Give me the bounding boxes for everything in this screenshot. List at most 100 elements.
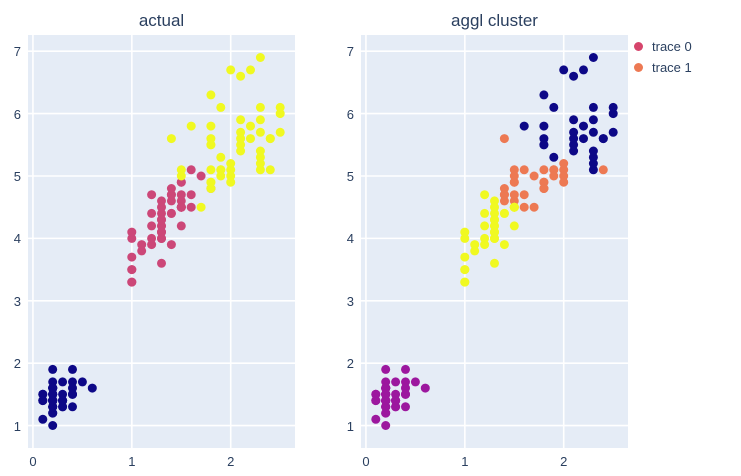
scatter-point[interactable] bbox=[216, 152, 226, 162]
scatter-point[interactable] bbox=[255, 102, 265, 112]
scatter-point[interactable] bbox=[391, 389, 401, 399]
scatter-point[interactable] bbox=[559, 65, 569, 75]
scatter-point[interactable] bbox=[186, 121, 196, 131]
scatter-point[interactable] bbox=[539, 90, 549, 100]
scatter-point[interactable] bbox=[246, 134, 255, 144]
scatter-point[interactable] bbox=[206, 177, 216, 187]
scatter-point[interactable] bbox=[236, 134, 246, 144]
scatter-point[interactable] bbox=[147, 190, 157, 200]
scatter-point[interactable] bbox=[206, 165, 216, 175]
scatter-point[interactable] bbox=[499, 196, 509, 206]
scatter-point[interactable] bbox=[579, 121, 588, 131]
scatter-point[interactable] bbox=[420, 383, 430, 393]
scatter-point[interactable] bbox=[216, 165, 226, 175]
scatter-point[interactable] bbox=[255, 165, 265, 175]
scatter-point[interactable] bbox=[166, 240, 176, 250]
scatter-point[interactable] bbox=[77, 377, 87, 387]
scatter-point[interactable] bbox=[48, 408, 58, 418]
scatter-point[interactable] bbox=[226, 159, 236, 168]
scatter-point[interactable] bbox=[226, 171, 236, 181]
scatter-point[interactable] bbox=[166, 196, 176, 206]
scatter-point[interactable] bbox=[157, 202, 166, 212]
scatter-point[interactable] bbox=[255, 159, 265, 168]
scatter-point[interactable] bbox=[255, 152, 265, 162]
scatter-point[interactable] bbox=[509, 221, 519, 231]
scatter-point[interactable] bbox=[176, 171, 186, 181]
scatter-point[interactable] bbox=[549, 102, 559, 112]
scatter-point[interactable] bbox=[588, 152, 598, 162]
scatter-point[interactable] bbox=[490, 258, 499, 268]
scatter-point[interactable] bbox=[127, 265, 137, 275]
scatter-point[interactable] bbox=[48, 396, 58, 406]
scatter-point[interactable] bbox=[381, 396, 391, 406]
scatter-point[interactable] bbox=[206, 140, 216, 150]
scatter-point[interactable] bbox=[529, 171, 539, 181]
scatter-point[interactable] bbox=[206, 184, 216, 193]
scatter-point[interactable] bbox=[381, 377, 391, 387]
scatter-point[interactable] bbox=[236, 115, 246, 125]
scatter-point[interactable] bbox=[470, 246, 480, 256]
scatter-point[interactable] bbox=[539, 134, 549, 144]
scatter-point[interactable] bbox=[127, 277, 137, 287]
scatter-point[interactable] bbox=[559, 165, 569, 175]
scatter-point[interactable] bbox=[480, 190, 490, 200]
scatter-point[interactable] bbox=[509, 177, 519, 187]
scatter-point[interactable] bbox=[275, 102, 285, 112]
scatter-point[interactable] bbox=[87, 383, 97, 393]
scatter-point[interactable] bbox=[255, 115, 265, 125]
scatter-point[interactable] bbox=[176, 165, 186, 175]
scatter-point[interactable] bbox=[206, 90, 216, 100]
scatter-point[interactable] bbox=[216, 171, 226, 181]
scatter-point[interactable] bbox=[460, 265, 470, 275]
scatter-point[interactable] bbox=[137, 240, 147, 250]
scatter-point[interactable] bbox=[460, 233, 470, 243]
scatter-point[interactable] bbox=[480, 233, 490, 243]
scatter-point[interactable] bbox=[147, 240, 157, 250]
scatter-point[interactable] bbox=[381, 408, 391, 418]
scatter-point[interactable] bbox=[588, 146, 598, 156]
scatter-point[interactable] bbox=[490, 227, 499, 237]
scatter-point[interactable] bbox=[579, 65, 588, 75]
scatter-point[interactable] bbox=[470, 240, 480, 250]
scatter-point[interactable] bbox=[226, 177, 236, 187]
scatter-point[interactable] bbox=[68, 389, 77, 399]
scatter-point[interactable] bbox=[499, 184, 509, 193]
scatter-point[interactable] bbox=[391, 396, 401, 406]
scatter-point[interactable] bbox=[127, 233, 137, 243]
scatter-point[interactable] bbox=[166, 190, 176, 200]
scatter-point[interactable] bbox=[58, 396, 68, 406]
scatter-point[interactable] bbox=[401, 364, 410, 374]
scatter-point[interactable] bbox=[569, 140, 579, 150]
scatter-point[interactable] bbox=[186, 190, 196, 200]
scatter-point[interactable] bbox=[255, 146, 265, 156]
scatter-point[interactable] bbox=[371, 389, 381, 399]
scatter-point[interactable] bbox=[38, 414, 48, 424]
scatter-point[interactable] bbox=[236, 140, 246, 150]
scatter-point[interactable] bbox=[38, 389, 48, 399]
scatter-point[interactable] bbox=[166, 184, 176, 193]
scatter-point[interactable] bbox=[588, 127, 598, 137]
scatter-point[interactable] bbox=[559, 171, 569, 181]
scatter-point[interactable] bbox=[236, 146, 246, 156]
scatter-point[interactable] bbox=[539, 121, 549, 131]
scatter-point[interactable] bbox=[186, 202, 196, 212]
scatter-point[interactable] bbox=[519, 165, 529, 175]
scatter-point[interactable] bbox=[588, 102, 598, 112]
scatter-point[interactable] bbox=[509, 171, 519, 181]
scatter-point[interactable] bbox=[58, 389, 68, 399]
scatter-point[interactable] bbox=[68, 364, 77, 374]
scatter-point[interactable] bbox=[371, 396, 381, 406]
scatter-point[interactable] bbox=[236, 71, 246, 81]
scatter-point[interactable] bbox=[598, 134, 608, 144]
scatter-point[interactable] bbox=[196, 202, 206, 212]
scatter-point[interactable] bbox=[157, 221, 166, 231]
scatter-point[interactable] bbox=[608, 102, 618, 112]
scatter-point[interactable] bbox=[275, 109, 285, 119]
scatter-point[interactable] bbox=[549, 171, 559, 181]
scatter-point[interactable] bbox=[176, 202, 186, 212]
scatter-point[interactable] bbox=[499, 190, 509, 200]
legend-item-trace-1[interactable]: trace 1 bbox=[634, 57, 692, 78]
scatter-point[interactable] bbox=[147, 233, 157, 243]
scatter-point[interactable] bbox=[166, 208, 176, 218]
scatter-point[interactable] bbox=[401, 377, 410, 387]
